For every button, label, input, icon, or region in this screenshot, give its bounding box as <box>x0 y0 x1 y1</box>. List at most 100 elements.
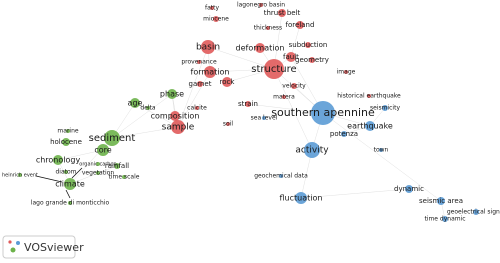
link <box>300 149 313 199</box>
logo-text: VOSviewer <box>24 241 84 254</box>
link <box>290 24 301 58</box>
node <box>201 40 215 54</box>
link <box>69 165 118 185</box>
node <box>311 101 335 125</box>
node <box>226 122 230 126</box>
node-label: fluctuation <box>280 194 323 203</box>
node-label: activity <box>295 146 329 156</box>
arrow <box>35 175 63 183</box>
node <box>62 138 70 146</box>
node <box>255 43 265 53</box>
node-label: deformation <box>236 44 285 53</box>
node <box>96 162 100 166</box>
node-label: earthquake <box>347 122 393 131</box>
link <box>57 149 104 161</box>
node <box>68 201 72 205</box>
link <box>111 126 179 139</box>
node-label: image <box>337 69 356 76</box>
node <box>304 142 320 158</box>
link <box>247 103 324 114</box>
node-label: seismic area <box>419 197 463 205</box>
node-label: provenance <box>181 59 217 66</box>
node <box>279 174 283 178</box>
link <box>209 68 275 73</box>
node-label: subduction <box>289 41 328 49</box>
node <box>204 66 216 78</box>
node <box>264 59 284 79</box>
node-label: basin <box>196 43 220 53</box>
node <box>382 105 388 111</box>
node <box>296 21 304 29</box>
node-label: strain <box>238 100 258 108</box>
node-label: organic carbon <box>79 162 116 168</box>
node <box>53 155 63 165</box>
node-label: time scale <box>109 174 140 181</box>
node-label: thrust belt <box>264 9 301 17</box>
node-label: sediment <box>89 133 136 144</box>
node <box>309 57 315 63</box>
node <box>130 98 140 108</box>
node <box>437 197 445 205</box>
node-label: rainfall <box>105 162 129 170</box>
node <box>305 42 311 48</box>
node-label: composition <box>151 112 200 121</box>
node-label: sea level <box>251 115 278 122</box>
logo-icon <box>10 247 16 253</box>
node <box>64 170 68 174</box>
node <box>64 178 76 190</box>
node <box>195 106 199 110</box>
node-label: sample <box>162 123 195 133</box>
node <box>442 216 448 222</box>
node <box>341 131 347 137</box>
node <box>167 89 177 99</box>
node-label: climate <box>55 180 85 189</box>
node-label: lagonegro basin <box>237 2 285 9</box>
node-label: velocity <box>282 83 306 90</box>
node-label: foreland <box>286 21 315 29</box>
node <box>18 173 22 177</box>
node <box>66 129 70 133</box>
arrow <box>71 167 83 179</box>
node-label: chronology <box>36 156 81 165</box>
node-label: seismicity <box>370 105 400 112</box>
node-label: formation <box>191 68 230 77</box>
node-label: marine <box>57 128 78 135</box>
node <box>97 144 109 156</box>
node <box>170 111 180 121</box>
node <box>379 148 383 152</box>
node-label: time dynamic <box>424 216 465 223</box>
node-label: geometry <box>295 56 329 64</box>
node-label: historical earthquake <box>337 93 401 100</box>
node <box>259 3 263 7</box>
node-label: miocene <box>203 16 229 23</box>
node-label: soil <box>223 121 233 128</box>
node-label: vegetation <box>82 170 114 177</box>
link <box>207 46 275 70</box>
logo[interactable]: VOSviewer <box>2 235 84 259</box>
node-label: delta <box>140 105 156 112</box>
link <box>134 102 179 128</box>
node-label: garnet <box>189 80 212 88</box>
node <box>286 52 296 62</box>
node <box>245 101 251 107</box>
logo-box <box>2 235 76 259</box>
node <box>213 16 219 22</box>
node-label: thickness <box>254 25 282 32</box>
node <box>282 95 286 99</box>
node-label: town <box>374 147 389 154</box>
node-label: geoelectrical signal <box>447 209 500 216</box>
node <box>197 81 203 87</box>
link <box>111 93 173 139</box>
annotation-arrows <box>35 167 83 199</box>
node <box>365 121 375 131</box>
node-label: holocene <box>50 138 82 146</box>
node <box>171 120 185 134</box>
node-label: heinrich event <box>2 173 38 179</box>
node <box>210 6 214 10</box>
logo-icon <box>16 241 20 245</box>
node <box>222 77 232 87</box>
node <box>367 94 371 98</box>
